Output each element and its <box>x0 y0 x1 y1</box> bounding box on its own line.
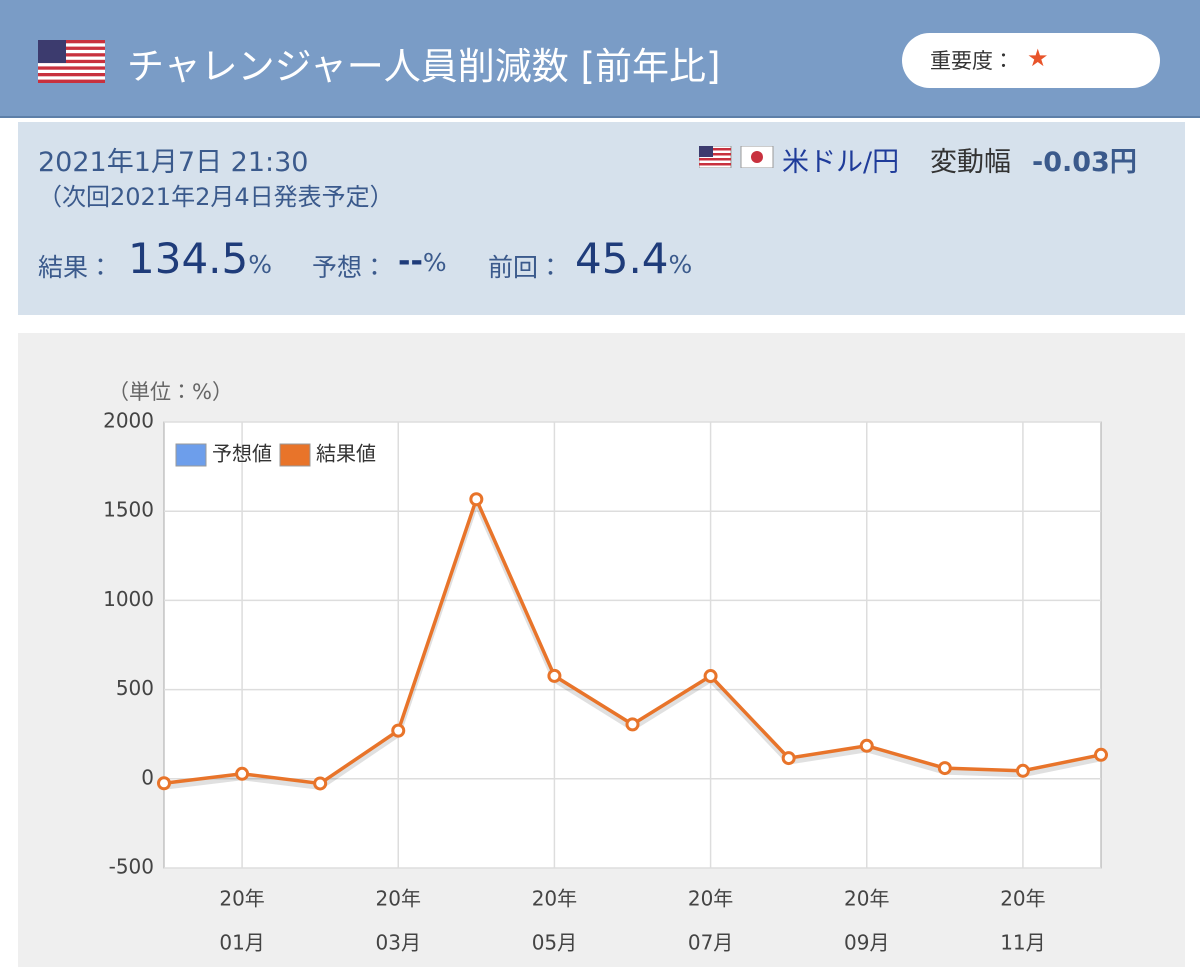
y-tick-label: 1000 <box>103 587 154 611</box>
currency-pair[interactable]: 米ドル/円 <box>782 147 900 178</box>
forecast-label: 予想： <box>312 253 388 282</box>
x-tick-label: 07月 <box>688 931 733 955</box>
x-tick-label: 09月 <box>844 931 889 955</box>
data-point <box>391 723 406 738</box>
release-datetime: 2021年1月7日 21:30 <box>38 147 309 178</box>
legend-label: 結果値 <box>316 442 376 466</box>
data-point <box>157 776 171 791</box>
us-flag <box>38 40 105 83</box>
info-panel <box>18 122 1185 315</box>
result: 134.5% <box>128 234 272 283</box>
data-point <box>547 668 562 683</box>
result-value: 134.5 <box>128 234 249 283</box>
x-tick-label: 05月 <box>532 931 577 955</box>
y-tick-label: 500 <box>116 676 154 700</box>
legend-label: 予想値 <box>212 442 272 466</box>
x-tick-label: 20年 <box>688 887 733 911</box>
x-tick-label: 01月 <box>219 931 264 955</box>
data-point <box>469 492 484 507</box>
data-point <box>625 717 640 732</box>
forecast-value: -- <box>398 244 423 279</box>
result-label: 結果： <box>38 253 114 282</box>
unit: % <box>248 250 273 279</box>
unit: % <box>422 248 447 277</box>
change-label: 変動幅 <box>930 147 1011 178</box>
data-point <box>1015 763 1030 778</box>
importance-pill <box>902 33 1160 88</box>
previous-value: 45.4 <box>575 234 669 283</box>
x-tick-label: 20年 <box>844 887 889 911</box>
importance-star: ★ <box>1027 44 1049 72</box>
x-tick-label: 11月 <box>1000 931 1045 955</box>
importance-label: 重要度： <box>930 49 1014 73</box>
data-point <box>703 669 718 684</box>
data-point <box>937 761 952 776</box>
data-point <box>781 751 796 766</box>
next-release: （次回2021年2月4日発表予定） <box>38 183 394 211</box>
previous: 45.4% <box>575 234 692 283</box>
previous-label: 前回： <box>488 253 564 282</box>
data-point <box>859 738 874 753</box>
plot-area <box>163 421 1102 869</box>
page-title: チャレンジャー人員削減数 [前年比] <box>127 45 721 88</box>
x-tick-label: 03月 <box>376 931 421 955</box>
pair-flags <box>699 146 774 168</box>
change-value: -0.03円 <box>1032 147 1137 178</box>
x-tick-label: 20年 <box>532 887 577 911</box>
data-point <box>1094 747 1108 762</box>
y-axis-label: （単位：%） <box>108 380 233 404</box>
data-point <box>313 776 328 791</box>
data-point <box>235 766 250 781</box>
legend-swatch <box>175 443 207 467</box>
unit: % <box>668 250 693 279</box>
forecast: --% <box>398 244 447 279</box>
x-tick-label: 20年 <box>376 887 421 911</box>
y-tick-label: 0 <box>141 765 154 789</box>
legend-swatch <box>279 443 311 467</box>
y-tick-label: 1500 <box>103 498 154 522</box>
x-tick-label: 20年 <box>219 887 264 911</box>
y-tick-label: 2000 <box>103 409 154 433</box>
x-tick-label: 20年 <box>1000 887 1045 911</box>
y-tick-label: -500 <box>109 855 154 879</box>
